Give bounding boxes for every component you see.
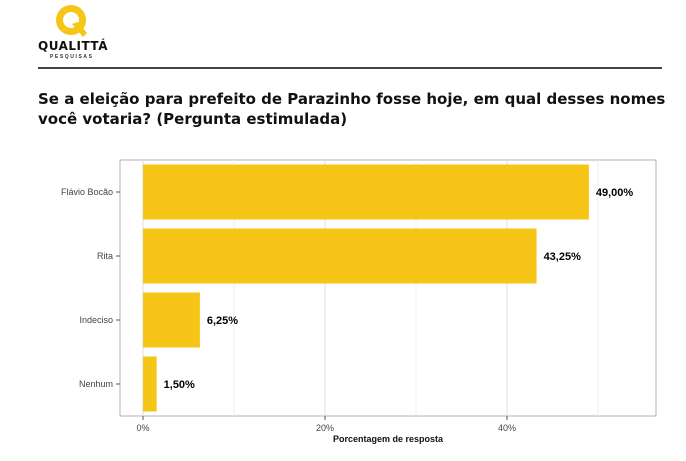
data-label-2: 6,25% [207, 315, 238, 327]
bar-2 [143, 292, 200, 348]
x-axis-title: Porcentagem de resposta [333, 434, 444, 444]
category-label-0: Flávio Bocão [61, 187, 113, 197]
x-tick-label-0: 0% [136, 423, 149, 433]
x-tick-label-1: 20% [316, 423, 334, 433]
header-divider [38, 67, 662, 69]
category-label-2: Indeciso [79, 315, 113, 325]
brand-logo: QUALITTÁ PESQUISAS [38, 4, 122, 62]
category-label-1: Rita [97, 251, 113, 261]
category-label-3: Nenhum [79, 379, 113, 389]
bar-0 [143, 164, 589, 220]
data-label-1: 43,25% [544, 251, 582, 263]
data-label-3: 1,50% [164, 379, 195, 391]
question-title: Se a eleição para prefeito de Parazinho … [38, 90, 666, 128]
data-label-0: 49,00% [596, 187, 634, 199]
bar-3 [143, 356, 157, 412]
brand-name: QUALITTÁ [38, 39, 108, 53]
x-tick-label-2: 40% [498, 423, 516, 433]
bar-1 [143, 228, 537, 284]
brand-tagline: PESQUISAS [50, 54, 94, 60]
qualitta-q-logo-icon [56, 5, 87, 37]
